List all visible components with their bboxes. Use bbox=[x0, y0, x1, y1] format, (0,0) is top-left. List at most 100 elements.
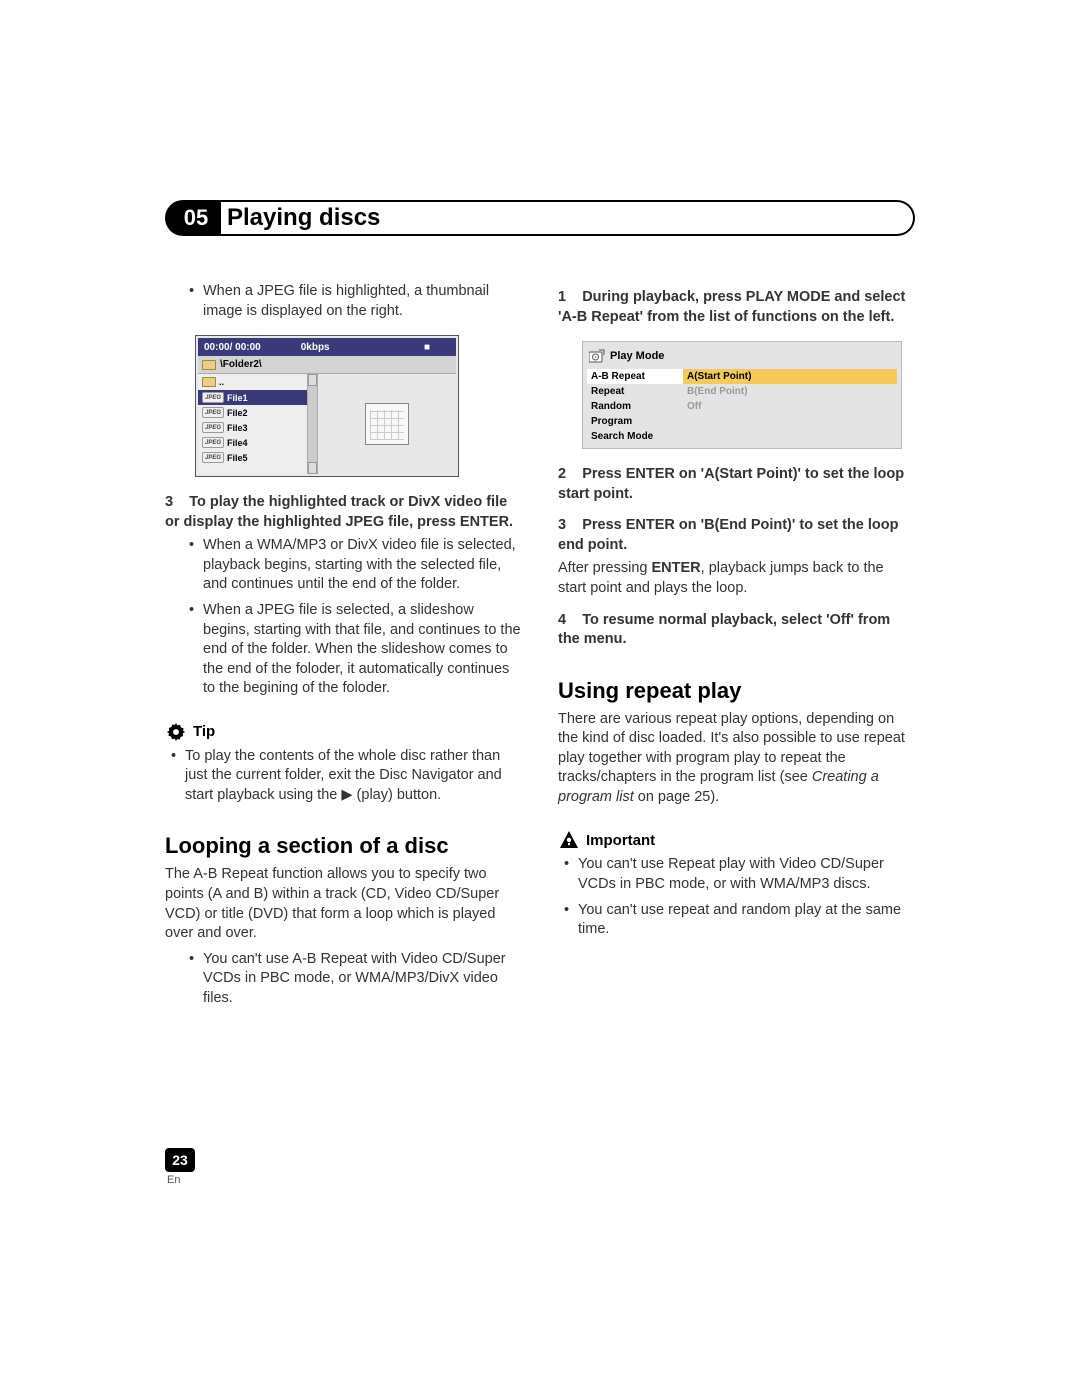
step-number: 1 bbox=[558, 289, 566, 305]
looping-intro: The A-B Repeat function allows you to sp… bbox=[165, 865, 522, 943]
bullet-text: When a JPEG file is highlighted, a thumb… bbox=[203, 282, 522, 321]
play-mode-header: Play Mode bbox=[587, 346, 897, 369]
disc-icon bbox=[589, 349, 605, 363]
bullet-text: You can't use Repeat play with Video CD/… bbox=[578, 855, 915, 894]
disc-navigator-figure: 00:00/ 00:00 0kbps ■ \Folder2\ .. bbox=[195, 335, 459, 477]
folder-icon bbox=[202, 360, 216, 370]
step-3-end-point: 3 Press ENTER on 'B(End Point)' to set t… bbox=[558, 516, 915, 555]
jpeg-badge-icon: JPEG bbox=[202, 407, 224, 418]
folder-up-icon bbox=[202, 377, 216, 387]
important-bullet-1: • You can't use Repeat play with Video C… bbox=[558, 855, 915, 894]
navigator-time: 00:00/ 00:00 bbox=[204, 342, 261, 353]
after-enter-note: After pressing ENTER, playback jumps bac… bbox=[558, 559, 915, 598]
step-3-play: 3 To play the highlighted track or DivX … bbox=[165, 493, 522, 532]
two-column-layout: • When a JPEG file is highlighted, a thu… bbox=[165, 282, 915, 1014]
repeat-heading: Using repeat play bbox=[558, 678, 915, 704]
stop-icon: ■ bbox=[424, 342, 430, 353]
bullet-text: When a JPEG file is selected, a slidesho… bbox=[203, 601, 522, 699]
tip-bullet: • To play the contents of the whole disc… bbox=[165, 747, 522, 806]
jpeg-badge-icon: JPEG bbox=[202, 422, 224, 433]
looping-heading: Looping a section of a disc bbox=[165, 833, 522, 859]
navigator-scrollbar bbox=[307, 374, 317, 474]
after-enter-a: After pressing bbox=[558, 560, 652, 576]
step3-sub-bullet-2: • When a JPEG file is selected, a slides… bbox=[183, 601, 522, 699]
bullet-dot: • bbox=[165, 747, 185, 806]
file-name: File5 bbox=[227, 453, 248, 463]
step-text: During playback, press PLAY MODE and sel… bbox=[558, 289, 905, 325]
gear-icon bbox=[165, 721, 187, 743]
bullet-dot: • bbox=[183, 282, 203, 321]
step-1-playmode: 1 During playback, press PLAY MODE and s… bbox=[558, 288, 915, 327]
chapter-header: 05 Playing discs bbox=[165, 200, 915, 236]
play-mode-item: Random bbox=[587, 399, 683, 414]
repeat-intro-b: on page 25). bbox=[634, 789, 719, 805]
play-mode-left-list: A-B Repeat Repeat Random Program Search … bbox=[587, 369, 683, 444]
jpeg-badge-icon: JPEG bbox=[202, 437, 224, 448]
play-mode-option: Off bbox=[683, 399, 897, 414]
chapter-number-badge: 05 bbox=[165, 200, 221, 236]
navigator-bitrate: 0kbps bbox=[301, 342, 330, 353]
play-mode-item: Search Mode bbox=[587, 429, 683, 444]
play-mode-right-list: A(Start Point) B(End Point) Off bbox=[683, 369, 897, 444]
step-text: Press ENTER on 'A(Start Point)' to set t… bbox=[558, 466, 904, 502]
step-2-start-point: 2 Press ENTER on 'A(Start Point)' to set… bbox=[558, 465, 915, 504]
bullet-dot: • bbox=[183, 950, 203, 1009]
navigator-folder-bar: \Folder2\ bbox=[198, 356, 456, 374]
step-number: 2 bbox=[558, 466, 566, 482]
bullet-dot: • bbox=[183, 601, 203, 699]
navigator-folder-path: \Folder2\ bbox=[220, 359, 262, 370]
important-callout: Important bbox=[558, 829, 915, 851]
file-name: File4 bbox=[227, 438, 248, 448]
warning-icon bbox=[558, 829, 580, 851]
thumbnail-preview-icon bbox=[365, 403, 409, 445]
play-mode-title: Play Mode bbox=[610, 350, 664, 362]
page-language: En bbox=[167, 1174, 180, 1186]
file-name: File1 bbox=[227, 393, 248, 403]
play-mode-option: A(Start Point) bbox=[683, 369, 897, 384]
file-name: File2 bbox=[227, 408, 248, 418]
left-column: • When a JPEG file is highlighted, a thu… bbox=[165, 282, 522, 1014]
bullet-text: When a WMA/MP3 or DivX video file is sel… bbox=[203, 536, 522, 595]
bullet-dot: • bbox=[558, 901, 578, 940]
page-number-badge: 23 bbox=[165, 1148, 195, 1172]
jpeg-badge-icon: JPEG bbox=[202, 452, 224, 463]
navigator-file-list: .. JPEG File1 JPEG File2 JPEG File3 bbox=[198, 374, 318, 474]
navigator-file-row: JPEG File3 bbox=[198, 420, 317, 435]
step-number: 3 bbox=[165, 494, 173, 510]
right-column: 1 During playback, press PLAY MODE and s… bbox=[558, 282, 915, 1014]
tip-callout: Tip bbox=[165, 721, 522, 743]
bullet-dot: • bbox=[558, 855, 578, 894]
play-mode-option: B(End Point) bbox=[683, 384, 897, 399]
navigator-file-row: JPEG File2 bbox=[198, 405, 317, 420]
navigator-status-bar: 00:00/ 00:00 0kbps ■ bbox=[198, 338, 456, 356]
jpeg-thumbnail-bullet: • When a JPEG file is highlighted, a thu… bbox=[183, 282, 522, 321]
navigator-up-row: .. bbox=[198, 374, 317, 390]
tip-text-b: (play) button. bbox=[353, 787, 442, 803]
play-mode-figure: Play Mode A-B Repeat Repeat Random Progr… bbox=[582, 341, 902, 449]
repeat-intro: There are various repeat play options, d… bbox=[558, 710, 915, 808]
important-bullet-2: • You can't use repeat and random play a… bbox=[558, 901, 915, 940]
bullet-dot: • bbox=[183, 536, 203, 595]
navigator-preview-pane bbox=[318, 374, 456, 474]
step-text: To resume normal playback, select 'Off' … bbox=[558, 612, 890, 648]
enter-keyword: ENTER bbox=[652, 560, 701, 576]
step-4-off: 4 To resume normal playback, select 'Off… bbox=[558, 611, 915, 650]
step-text: To play the highlighted track or DivX vi… bbox=[165, 494, 513, 530]
play-mode-item: Repeat bbox=[587, 384, 683, 399]
chapter-title-wrap: Playing discs bbox=[217, 200, 915, 236]
chapter-title: Playing discs bbox=[227, 204, 380, 232]
play-mode-item: A-B Repeat bbox=[587, 369, 683, 384]
navigator-file-row: JPEG File5 bbox=[198, 450, 317, 465]
navigator-file-row: JPEG File4 bbox=[198, 435, 317, 450]
jpeg-badge-icon: JPEG bbox=[202, 392, 224, 403]
step-text: Press ENTER on 'B(End Point)' to set the… bbox=[558, 517, 898, 553]
bullet-text: To play the contents of the whole disc r… bbox=[185, 747, 522, 806]
navigator-file-row: JPEG File1 bbox=[198, 390, 317, 405]
step-number: 3 bbox=[558, 517, 566, 533]
play-glyph-icon: ▶ bbox=[341, 787, 352, 803]
bullet-text: You can't use A-B Repeat with Video CD/S… bbox=[203, 950, 522, 1009]
tip-label: Tip bbox=[193, 723, 215, 740]
file-name: File3 bbox=[227, 423, 248, 433]
looping-restriction-bullet: • You can't use A-B Repeat with Video CD… bbox=[183, 950, 522, 1009]
important-label: Important bbox=[586, 832, 655, 849]
